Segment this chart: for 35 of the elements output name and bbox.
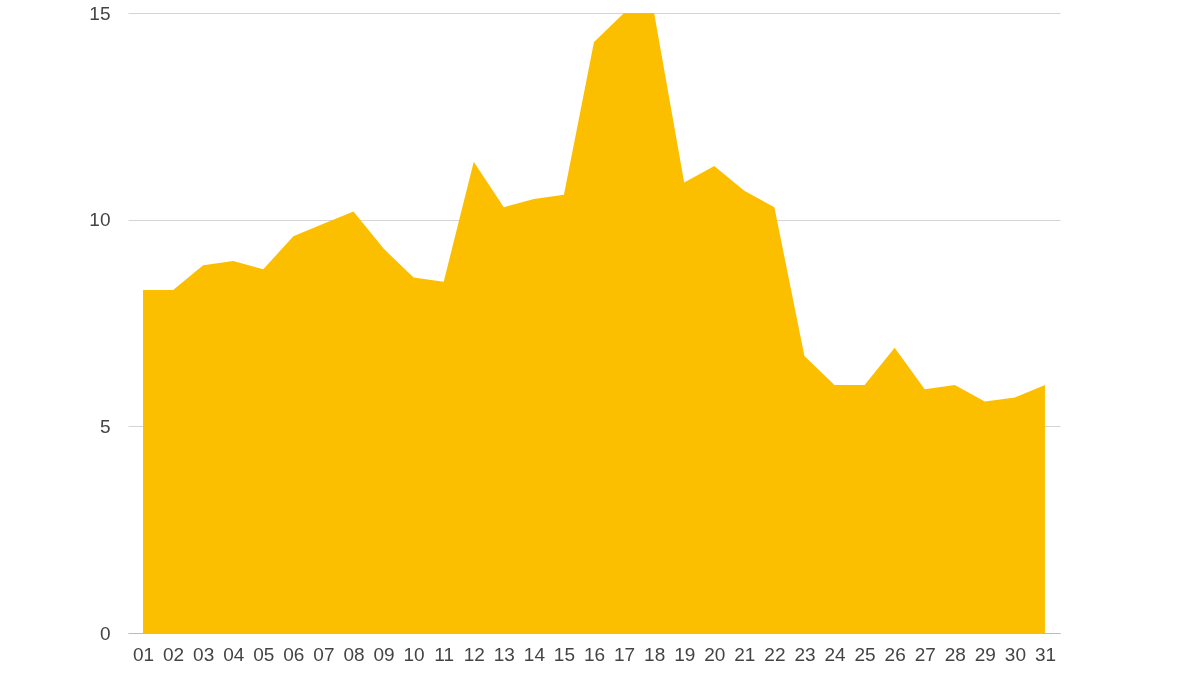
x-tick-label: 15	[553, 643, 576, 665]
x-tick-label: 17	[613, 643, 636, 665]
x-tick-label: 01	[132, 643, 155, 665]
x-tick-label: 04	[223, 643, 245, 665]
y-tick-label: 0	[99, 622, 111, 644]
y-tick-label: 15	[89, 2, 111, 24]
x-tick-label: 08	[343, 643, 365, 665]
x-tick-label: 18	[644, 643, 666, 665]
x-tick-label: 29	[974, 643, 996, 665]
x-tick-label: 05	[253, 643, 275, 665]
x-tick-label: 24	[824, 643, 847, 665]
x-tick-label: 13	[493, 643, 515, 665]
x-tick-label: 28	[944, 643, 966, 665]
y-tick-label: 5	[99, 415, 111, 437]
x-tick-label: 27	[914, 643, 936, 665]
x-tick-label: 20	[704, 643, 726, 665]
x-tick-label: 22	[764, 643, 786, 665]
x-tick-label: 11	[434, 643, 455, 665]
x-tick-label: 02	[163, 643, 185, 665]
x-tick-label: 07	[313, 643, 335, 665]
x-tick-label: 21	[734, 643, 756, 665]
x-tick-label: 23	[794, 643, 816, 665]
x-tick-label: 31	[1034, 643, 1057, 665]
x-tick-label: 10	[403, 643, 425, 665]
x-tick-label: 30	[1004, 643, 1026, 665]
x-tick-label: 12	[463, 643, 485, 665]
x-tick-label: 06	[283, 643, 305, 665]
x-tick-label: 03	[193, 643, 215, 665]
x-tick-label: 14	[523, 643, 546, 665]
x-tick-label: 19	[674, 643, 696, 665]
x-tick-label: 09	[373, 643, 395, 665]
x-tick-label: 16	[583, 643, 606, 665]
x-tick-label: 25	[854, 643, 876, 665]
x-tick-label: 26	[884, 643, 906, 665]
y-tick-label: 10	[89, 209, 111, 231]
